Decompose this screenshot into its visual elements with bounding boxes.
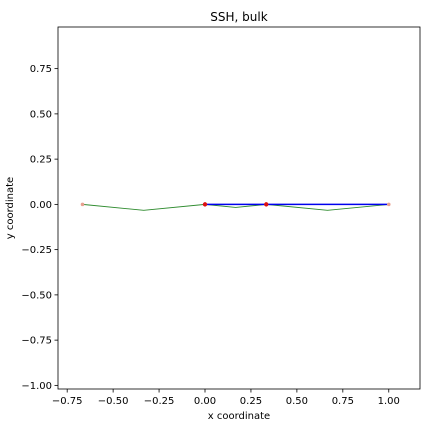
data-point [264,202,269,207]
y-tick-label: 0.75 [30,64,52,75]
data-point [80,202,85,207]
series-line-0 [82,203,389,211]
x-tick-label: 0.25 [240,396,262,407]
plot-frame [57,26,421,390]
y-axis-title: y coordinate [5,177,16,239]
x-tick-label: 1.00 [378,396,400,407]
x-axis-title: x coordinate [208,411,270,422]
x-tick-label: −0.25 [144,396,175,407]
x-tick-label: 0.50 [286,396,308,407]
chart-title: SSH, bulk [210,10,267,24]
x-tick-label: −0.50 [98,396,129,407]
x-tick-label: 0.75 [332,396,354,407]
data-point [202,202,208,207]
y-tick-label: −0.25 [21,245,52,256]
plot-area [80,202,391,211]
y-tick-label: −0.50 [21,290,52,301]
y-tick-label: −1.00 [21,381,52,392]
x-tick-label: 0.00 [194,396,216,407]
y-tick-label: 0.00 [30,200,52,211]
y-tick-label: 0.50 [30,109,52,120]
x-tick-label: −0.75 [52,396,83,407]
y-tick-label: 0.25 [30,155,52,166]
data-point [386,202,391,207]
y-tick-label: −0.75 [21,336,52,347]
